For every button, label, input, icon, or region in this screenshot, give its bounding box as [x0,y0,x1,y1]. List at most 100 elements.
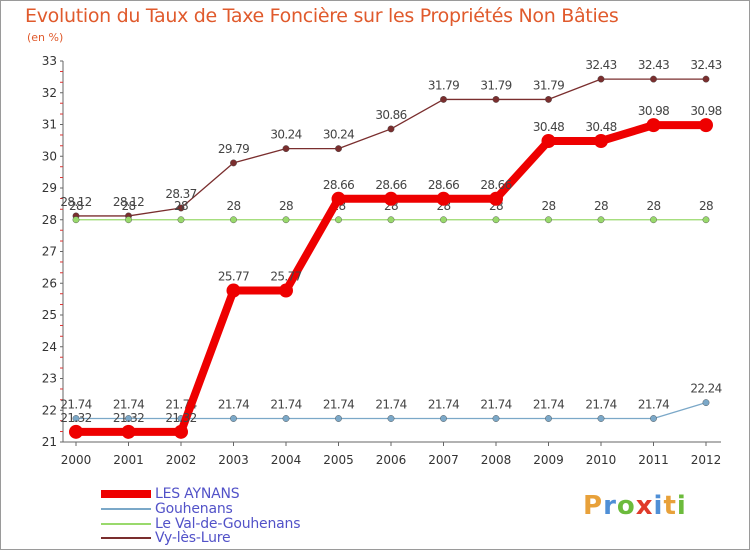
series-les-aynans: 21.32 21.32 21.32 25.77 25.77 28.66 28.66 28.66… [60,104,722,439]
data-label-gouhenans: 21.74 [270,398,301,412]
data-point-le-val-de-gouhenans [125,216,132,224]
data-label-le-val-de-gouhenans: 28 [646,199,660,213]
data-point-le-val-de-gouhenans [335,216,342,224]
data-label-les-aynans: 28.66 [375,178,406,192]
legend-item-les-aynans: LES AYNANS [101,486,240,502]
y-tick-label: 21 [42,435,57,449]
y-tick-label: 28 [42,213,57,227]
series-line-les-aynans [72,121,710,436]
data-point-gouhenans [282,415,290,422]
data-point-le-val-de-gouhenans [597,216,605,224]
data-point-le-val-de-gouhenans [72,216,80,224]
data-label-vy-les-lure: 32.43 [638,58,669,72]
data-label-gouhenans: 22.24 [690,382,721,396]
legend-swatch [101,490,151,498]
legend-label: Gouhenans [155,501,233,517]
data-label-les-aynans: 25.77 [270,270,301,284]
series-vy-les-lure: 28.12 28.12 28.37 29.79 30.24 30.24 30.86 31.79… [60,58,722,220]
data-label-vy-les-lure: 32.43 [585,58,616,72]
logo-letter: i [676,491,687,521]
x-tick-label: 2012 [691,453,722,467]
data-point-les-aynans [69,424,83,439]
legend-item-vy-les-lure: Vy-lès-Lure [101,530,231,546]
data-point-le-val-de-gouhenans [177,216,185,224]
data-point-le-val-de-gouhenans [492,216,500,224]
logo-letter: i [653,491,664,521]
data-point-gouhenans [545,415,552,422]
data-point-les-aynans [489,191,503,206]
data-label-gouhenans: 21.74 [113,398,144,412]
x-tick-label: 2003 [218,453,249,467]
data-label-le-val-de-gouhenans: 28 [279,199,293,213]
data-label-le-val-de-gouhenans: 28 [226,199,240,213]
logo-letter: P [583,491,604,521]
data-label-le-val-de-gouhenans: 28 [541,199,555,213]
x-tick-label: 2002 [166,453,197,467]
data-label-les-aynans: 28.66 [428,178,459,192]
legend-label: LES AYNANS [155,486,240,502]
data-label-le-val-de-gouhenans: 28 [594,199,608,213]
x-tick-label: 2010 [586,453,617,467]
data-label-vy-les-lure: 28.12 [113,195,144,209]
y-tick-label: 30 [42,149,57,163]
data-label-le-val-de-gouhenans: 28 [69,199,83,213]
data-point-les-aynans [174,424,188,439]
data-point-gouhenans [335,415,342,422]
data-point-le-val-de-gouhenans [545,216,552,224]
data-label-vy-les-lure: 28.37 [165,187,196,201]
y-tick-label: 23 [42,372,57,386]
data-point-gouhenans [230,415,237,422]
data-label-les-aynans: 30.98 [638,104,669,118]
data-point-les-aynans [646,118,661,133]
data-point-les-aynans [541,134,556,149]
data-label-vy-les-lure: 28.12 [60,195,91,209]
x-tick-label: 2005 [323,453,354,467]
x-tick-label: 2006 [376,453,407,467]
data-point-les-aynans [384,191,398,206]
x-tick-label: 2008 [481,453,512,467]
data-point-vy-les-lure [545,96,552,103]
data-label-le-val-de-gouhenans: 28 [174,199,188,213]
data-point-gouhenans [440,415,447,422]
data-label-gouhenans: 21.74 [60,398,91,412]
y-tick-label: 29 [42,181,57,195]
logo-letter: r [603,491,617,521]
data-label-les-aynans: 21.32 [60,411,91,425]
series-gouhenans: 21.74 21.74 21.74 21.74 21.74 21.74 21.74 21.74… [60,382,722,422]
data-point-les-aynans [436,191,451,206]
data-label-vy-les-lure: 30.24 [270,128,301,142]
chart-axes: 21 22 23 24 25 26 27 28 29 30 31 32 33 2000 2001 2002 20… [42,54,722,467]
x-tick-label: 2009 [533,453,564,467]
legend-item-gouhenans: Gouhenans [101,502,233,516]
data-point-vy-les-lure [230,159,237,167]
data-point-gouhenans [650,415,657,422]
data-point-les-aynans [699,118,713,133]
data-point-gouhenans [597,415,605,422]
data-label-les-aynans: 30.48 [533,120,564,134]
data-label-vy-les-lure: 30.86 [375,108,406,122]
data-label-vy-les-lure: 31.79 [428,78,459,92]
data-point-les-aynans [121,424,136,439]
data-label-le-val-de-gouhenans: 28 [699,199,713,213]
data-point-le-val-de-gouhenans [387,216,395,224]
legend-swatch [101,508,151,510]
data-label-les-aynans: 30.48 [585,120,616,134]
legend-label: Vy-lès-Lure [155,530,231,546]
y-tick-label: 22 [42,403,57,417]
data-label-gouhenans: 21.74 [218,398,249,412]
data-point-le-val-de-gouhenans [230,216,237,224]
data-point-les-aynans [594,134,608,149]
data-point-gouhenans [125,415,132,422]
data-point-les-aynans [226,283,241,298]
y-tick-label: 33 [42,54,57,68]
x-tick-label: 2001 [113,453,144,467]
data-point-vy-les-lure [335,145,342,153]
data-point-vy-les-lure [597,75,605,83]
x-tick-label: 2004 [271,453,302,467]
y-tick-label: 24 [42,340,57,354]
data-label-les-aynans: 21.32 [165,411,196,425]
data-point-gouhenans [492,415,500,422]
logo-letter: x [635,491,654,521]
data-point-vy-les-lure [650,75,657,83]
